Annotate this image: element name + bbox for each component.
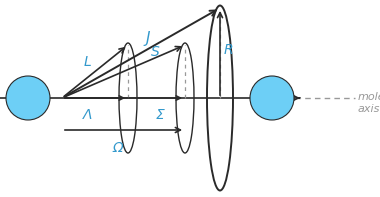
Text: molecular
axis: molecular axis	[358, 92, 380, 114]
Text: Λ: Λ	[83, 108, 93, 122]
Text: R: R	[223, 43, 233, 57]
Circle shape	[6, 76, 50, 120]
Text: J: J	[146, 31, 150, 46]
Text: L: L	[84, 55, 92, 69]
Text: Σ: Σ	[156, 108, 165, 122]
Text: Ω: Ω	[113, 141, 124, 155]
Text: S: S	[150, 45, 159, 59]
Circle shape	[250, 76, 294, 120]
